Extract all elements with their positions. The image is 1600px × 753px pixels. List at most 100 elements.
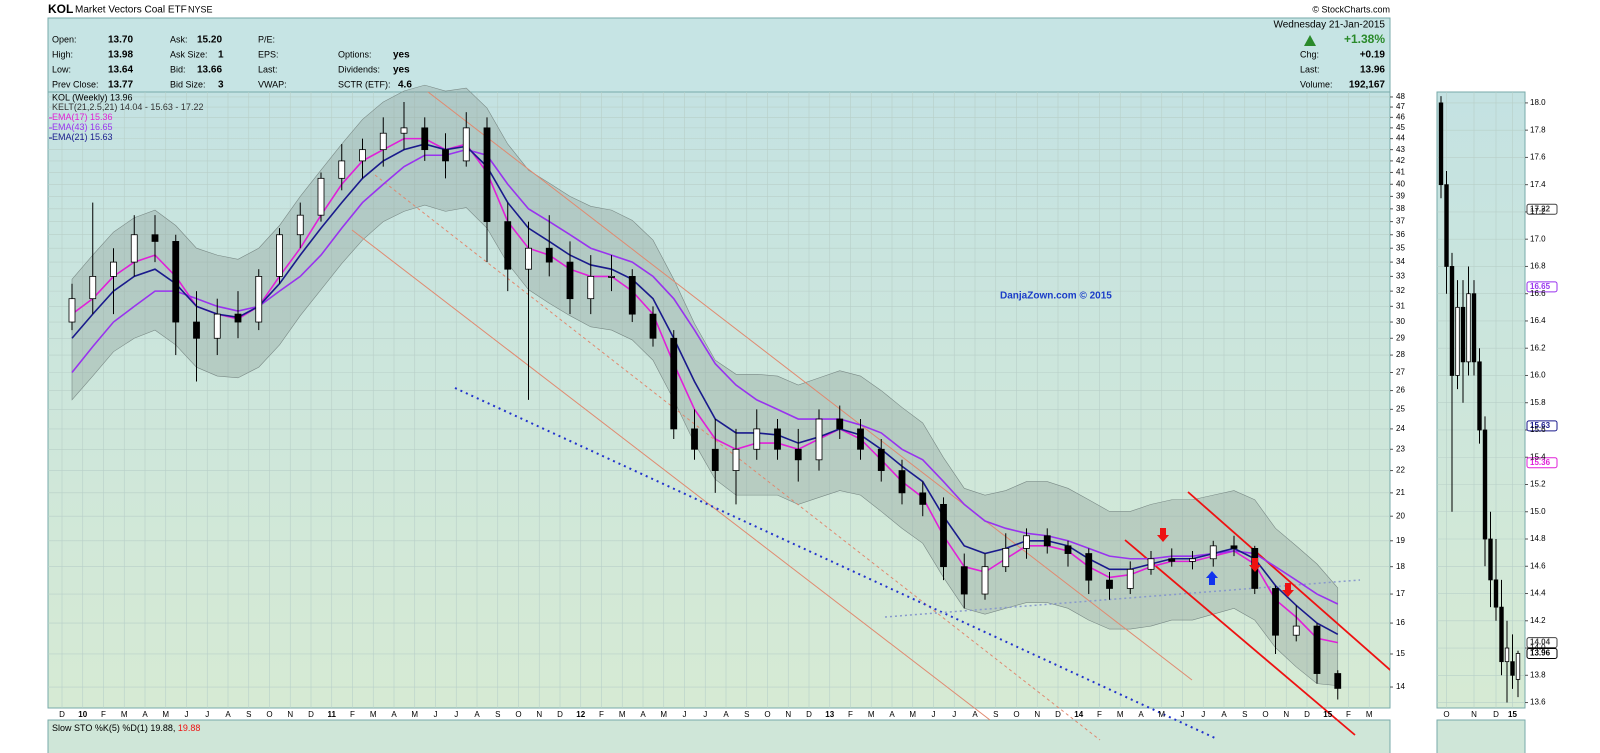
change-pct: +1.38% <box>1344 32 1385 46</box>
x-tick-label: A <box>972 710 978 719</box>
field-value: 13.70 <box>108 35 133 46</box>
candle-body <box>857 428 864 450</box>
candle-body <box>1230 545 1238 549</box>
field-label: Volume: <box>1300 79 1333 89</box>
candle-body <box>317 177 325 216</box>
candle-body <box>649 313 657 339</box>
field-label: EPS: <box>258 49 279 59</box>
x-tick-label: M <box>1158 710 1165 719</box>
x-tick-label: D <box>1304 710 1310 719</box>
candle-body <box>691 428 698 450</box>
candle-body <box>130 234 138 263</box>
field-value: 1 <box>218 50 224 61</box>
candle-body <box>1106 579 1113 589</box>
y-tick-label: 17.6 <box>1530 153 1546 162</box>
candle-body <box>732 448 740 471</box>
x-tick-label: D <box>59 710 65 719</box>
candle-body <box>1043 535 1051 547</box>
ema-last: 16.65 <box>90 122 113 132</box>
candle-body <box>338 160 346 179</box>
candle-body <box>1449 266 1455 376</box>
field-value: 15.20 <box>197 35 222 46</box>
x-tick-label: D <box>557 710 563 719</box>
y-tick-label: 14 <box>1396 682 1405 691</box>
x-tick-label: 15 <box>1323 710 1332 719</box>
indicator-value: 19.88 <box>178 723 201 733</box>
ema-last: 15.63 <box>90 132 113 142</box>
field-label: Ask Size: <box>170 49 208 59</box>
trendline <box>454 387 1216 739</box>
y-tick-label: 18 <box>1396 562 1405 571</box>
candle-body <box>89 275 97 300</box>
candle-body <box>213 313 221 339</box>
y-tick-label: 17.4 <box>1530 180 1546 189</box>
field-label: Last: <box>258 64 278 74</box>
candle-body <box>172 241 180 323</box>
y-tick-label: 33 <box>1396 272 1405 281</box>
field-value: 13.66 <box>197 65 222 76</box>
candle-body <box>379 132 387 151</box>
candle-body <box>1168 558 1176 562</box>
x-tick-label: N <box>287 710 293 719</box>
y-tick-label: 22 <box>1396 466 1405 475</box>
candle-body <box>794 448 802 461</box>
candle-body <box>608 275 615 278</box>
field-label: Ask: <box>170 34 188 44</box>
candle-body <box>898 470 906 494</box>
y-tick-label: 16.0 <box>1530 371 1546 380</box>
candle-body <box>1064 545 1072 554</box>
ema-last: 15.36 <box>90 112 113 122</box>
y-tick-label: 15.0 <box>1530 507 1546 516</box>
field-value: 13.77 <box>108 80 133 91</box>
candle-body <box>1126 568 1134 589</box>
y-tick-label: 36 <box>1396 230 1405 239</box>
candle-body <box>1147 558 1155 570</box>
x-tick-label: J <box>434 710 438 719</box>
x-tick-label: A <box>723 710 729 719</box>
candle-body <box>1488 538 1493 581</box>
y-tick-label: 34 <box>1396 257 1405 266</box>
field-value: 13.96 <box>1360 65 1385 76</box>
candle-body <box>940 503 947 568</box>
y-tick-label: 48 <box>1396 92 1405 101</box>
x-tick-label: J <box>205 710 209 719</box>
field-value: 4.6 <box>398 80 412 91</box>
candle-body <box>1504 647 1510 663</box>
x-tick-label: O <box>1262 710 1268 719</box>
x-tick-label: S <box>495 710 500 719</box>
y-tick-label: 45 <box>1396 123 1405 132</box>
indicator-label: Slow STO %K(5) %D(1) 19.88, <box>52 723 175 733</box>
price-legend: KOL (Weekly) 13.96 <box>52 92 133 102</box>
x-tick-label: S <box>246 710 251 719</box>
x-tick-label: F <box>1097 710 1102 719</box>
field-label: Chg: <box>1300 49 1319 59</box>
x-tick-label: F <box>101 710 106 719</box>
candle-body <box>1499 606 1504 663</box>
value-tag <box>1526 203 1558 215</box>
value-tag <box>1526 281 1558 293</box>
field-value: 13.64 <box>108 65 133 76</box>
x-tick-label: D <box>1493 710 1499 719</box>
y-tick-label: 17.0 <box>1530 234 1546 243</box>
x-tick-label: M <box>411 710 418 719</box>
y-tick-label: 15.6 <box>1530 425 1546 434</box>
x-tick-label: 12 <box>576 710 585 719</box>
candle-body <box>525 247 532 270</box>
arrows <box>1157 528 1294 597</box>
field-value: 13.98 <box>108 50 133 61</box>
field-value: +0.19 <box>1360 50 1386 61</box>
y-tick-label: 17.8 <box>1530 125 1546 134</box>
zoom-indicator-panel <box>1436 719 1526 753</box>
quote-box <box>47 17 1391 93</box>
x-tick-label: O <box>266 710 272 719</box>
y-tick-label: 41 <box>1396 168 1405 177</box>
y-tick-label: 14.6 <box>1530 561 1546 570</box>
field-label: High: <box>52 49 73 59</box>
candle-body <box>1482 429 1488 540</box>
x-tick-label: M <box>909 710 916 719</box>
candle-body <box>1002 548 1010 568</box>
candle-body <box>504 221 512 270</box>
x-tick-label: 11 <box>328 710 337 719</box>
ema-name: EMA(21) <box>52 132 88 142</box>
candle-body <box>1189 558 1196 562</box>
